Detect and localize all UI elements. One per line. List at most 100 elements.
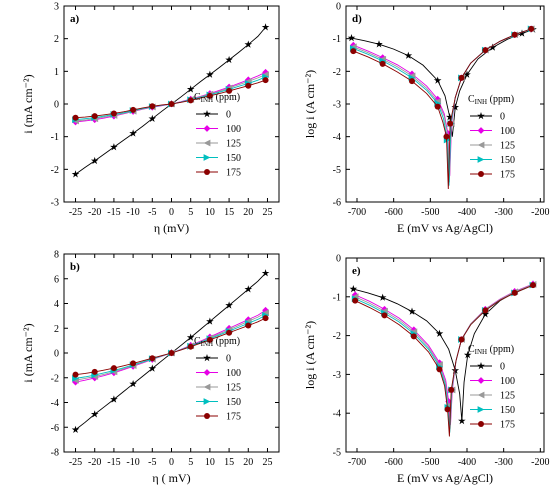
y-tick-label: 0 — [54, 349, 59, 360]
plot-frame — [345, 257, 545, 453]
x-tick-label: 0 — [169, 207, 174, 218]
y-tick-label: 0 — [336, 254, 341, 265]
data-point — [528, 25, 535, 32]
y-tick-label: -8 — [51, 448, 59, 459]
data-point — [458, 416, 466, 425]
data-point — [463, 70, 471, 78]
legend-entry: 0 — [500, 112, 505, 123]
y-tick-label: -4 — [333, 132, 341, 143]
legend-entry: 125 — [226, 139, 241, 150]
y-tick-label: -5 — [333, 448, 341, 459]
y-tick-label: -3 — [333, 370, 341, 381]
legend-marker — [477, 156, 485, 163]
legend-marker — [477, 112, 485, 120]
legend-marker — [204, 169, 210, 175]
data-point — [110, 395, 118, 403]
legend-title: CINH (ppm) — [194, 92, 240, 104]
data-point — [409, 78, 415, 85]
x-tick-label: -20 — [88, 457, 101, 468]
x-tick-label: -20 — [88, 207, 101, 218]
x-tick-label: 5 — [188, 457, 193, 468]
data-point — [90, 156, 99, 165]
y-tick-label: -6 — [333, 198, 341, 209]
y-tick-label: 0 — [336, 2, 341, 13]
x-tick-label: 20 — [243, 207, 253, 218]
data-point — [226, 329, 233, 336]
data-point — [433, 76, 442, 84]
panel-label: a) — [70, 13, 80, 25]
x-tick-label: -15 — [107, 207, 120, 218]
y-tick-label: -2 — [51, 165, 59, 176]
legend-entry: 175 — [226, 412, 241, 423]
x-tick-label: 25 — [262, 207, 272, 218]
legend-entry: 125 — [500, 141, 515, 152]
y-tick-label: -1 — [333, 292, 341, 303]
series-175 — [350, 25, 535, 189]
data-point — [451, 103, 460, 111]
x-tick-label: -700 — [348, 207, 366, 218]
data-point — [381, 305, 388, 313]
data-point — [206, 70, 214, 78]
series-175 — [352, 282, 536, 437]
data-point — [347, 34, 356, 42]
legend-entry: 100 — [500, 126, 515, 137]
data-point — [408, 307, 416, 315]
legend-marker — [203, 369, 211, 376]
data-point — [463, 351, 472, 359]
x-tick-label: 10 — [205, 207, 215, 218]
data-point — [245, 82, 252, 89]
x-tick-label: -25 — [69, 457, 82, 468]
legend-title: CINH (ppm) — [194, 336, 240, 348]
x-tick-label: 20 — [243, 457, 253, 468]
legend-marker — [203, 110, 211, 118]
data-point — [404, 51, 413, 59]
legend-marker — [203, 383, 211, 391]
data-point — [187, 343, 194, 350]
x-tick-label: 15 — [224, 207, 234, 218]
x-tick-label: -300 — [494, 207, 512, 218]
x-tick-label: -300 — [494, 457, 512, 468]
data-point — [129, 379, 137, 388]
legend-entry: 150 — [226, 153, 241, 164]
y-axis-label: log i (A cm⁻²) — [303, 70, 317, 138]
data-point — [225, 301, 233, 309]
data-point — [187, 97, 194, 104]
data-point — [444, 406, 451, 413]
x-tick-label: -15 — [107, 457, 120, 468]
data-point — [245, 322, 252, 329]
data-point — [262, 68, 269, 76]
legend-marker — [477, 362, 485, 370]
data-point — [488, 43, 497, 51]
data-point — [72, 114, 79, 121]
x-tick-label: -600 — [384, 457, 402, 468]
x-tick-label: -400 — [458, 457, 476, 468]
data-point — [436, 366, 443, 373]
data-point — [482, 47, 489, 54]
data-point — [530, 282, 536, 289]
x-tick-label: -200 — [531, 457, 549, 468]
x-tick-label: -500 — [421, 457, 439, 468]
legend-entry: 175 — [226, 168, 241, 179]
legend-entry: 175 — [500, 420, 515, 431]
x-tick-label: -500 — [421, 207, 439, 218]
legend-entry: 100 — [226, 368, 241, 379]
data-point — [410, 333, 417, 340]
legend-marker — [477, 391, 485, 399]
data-point — [91, 368, 98, 375]
data-point — [381, 312, 388, 319]
legend: CINH (ppm) 0 100 125 150 175 — [194, 92, 241, 179]
y-tick-label: -1 — [51, 132, 59, 143]
legend-marker — [203, 154, 211, 161]
panel-label: d) — [352, 13, 362, 25]
x-tick-label: -400 — [458, 207, 476, 218]
data-point — [435, 329, 444, 337]
data-point — [149, 355, 156, 362]
x-tick-label: -5 — [148, 457, 156, 468]
legend-entry: 150 — [500, 405, 515, 416]
data-point — [71, 425, 80, 433]
x-tick-label: -600 — [384, 207, 402, 218]
data-point — [352, 297, 359, 304]
data-point — [458, 74, 465, 81]
data-point — [379, 60, 386, 67]
data-point — [408, 70, 416, 78]
